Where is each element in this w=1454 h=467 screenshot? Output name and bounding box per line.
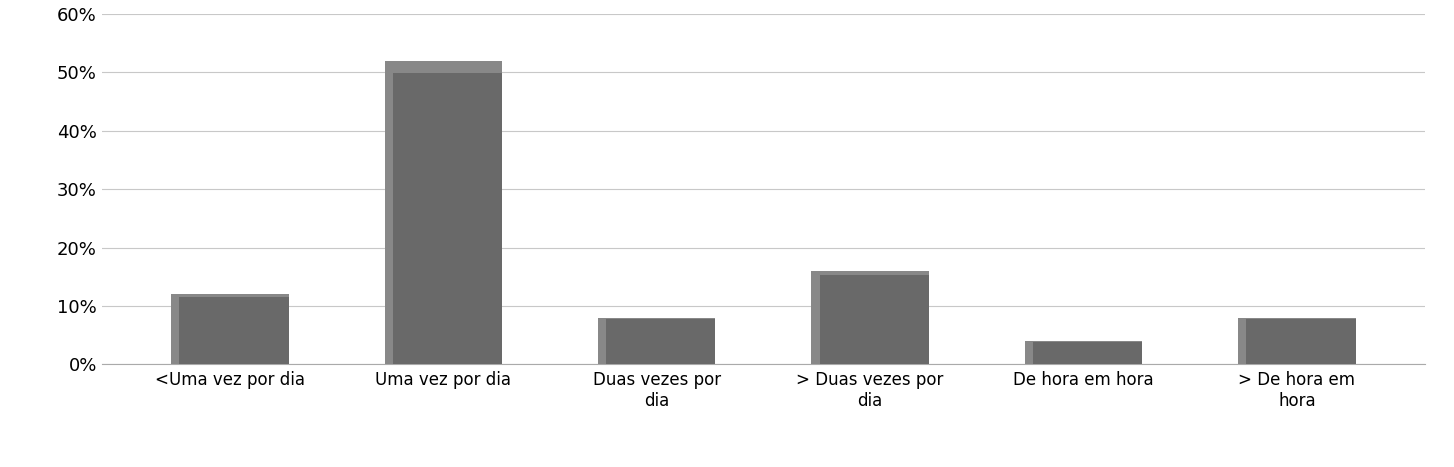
Bar [598,318,606,364]
Bar [384,61,502,364]
Bar [1025,341,1143,364]
Bar [1025,341,1143,342]
Bar [811,271,929,364]
Bar [598,318,715,364]
Bar [172,294,288,297]
Bar [1239,318,1246,364]
Bar [172,294,179,364]
Bar [1025,341,1032,364]
Bar [811,271,929,275]
Bar [1239,318,1355,364]
Bar [384,61,393,364]
Bar [384,61,502,73]
Bar [811,271,820,364]
Bar [172,294,288,364]
Bar [598,318,715,319]
Bar [1239,318,1355,319]
